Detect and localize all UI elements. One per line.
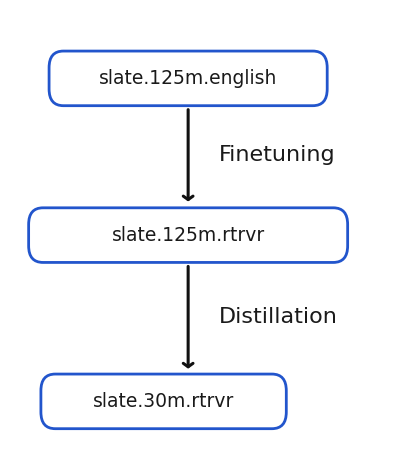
Text: Distillation: Distillation [219,307,338,327]
Text: slate.125m.rtrvr: slate.125m.rtrvr [112,226,265,245]
Text: slate.30m.rtrvr: slate.30m.rtrvr [93,392,234,411]
FancyBboxPatch shape [29,208,348,262]
Text: slate.125m.english: slate.125m.english [99,69,277,88]
Text: Finetuning: Finetuning [219,145,335,165]
FancyBboxPatch shape [49,51,327,106]
FancyBboxPatch shape [41,374,286,428]
